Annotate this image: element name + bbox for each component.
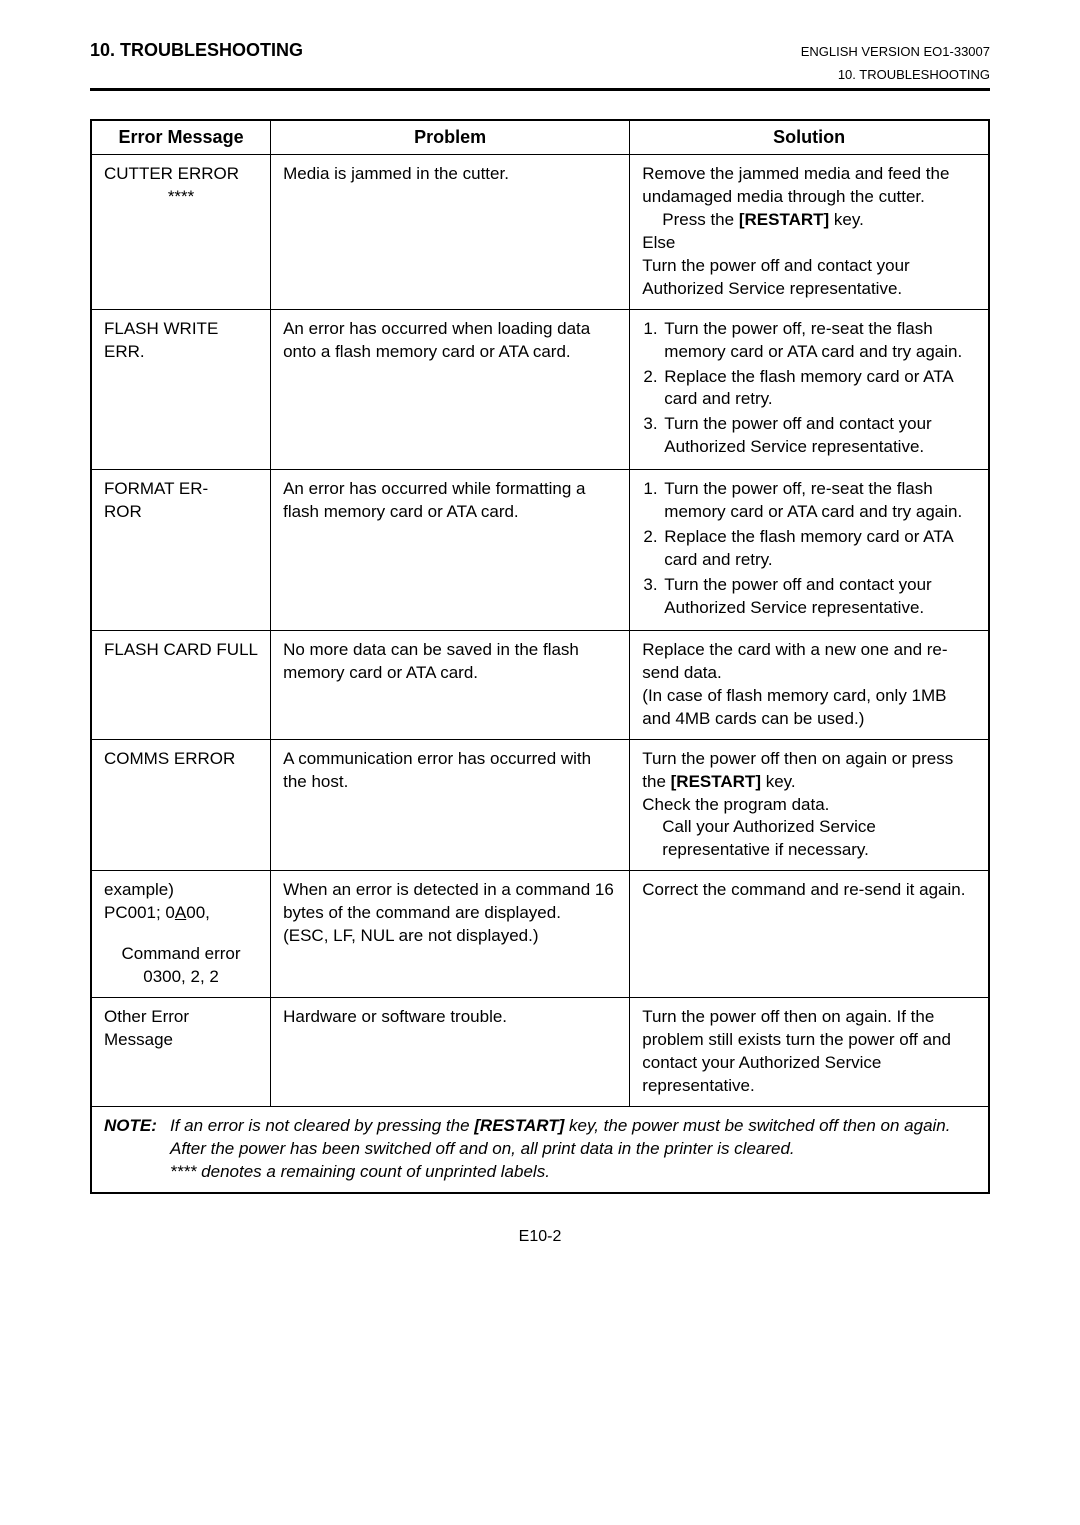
cell-error: example) PC001; 0A00, Command error 0300… [91, 871, 271, 998]
header-left: 10. TROUBLESHOOTING [90, 40, 303, 61]
subheader-right: 10. TROUBLESHOOTING [90, 67, 990, 82]
list-item: Turn the power off and contact your Auth… [662, 413, 976, 459]
th-error: Error Message [91, 120, 271, 155]
list-item: Turn the power off and contact your Auth… [662, 574, 976, 620]
cell-problem: An error has occurred when loading data … [271, 309, 630, 470]
table-row: FLASH CARD FULL No more data can be save… [91, 630, 989, 739]
cell-solution: Correct the command and re-send it again… [630, 871, 989, 998]
list-item: Replace the flash memory card or ATA car… [662, 366, 976, 412]
table-row: COMMS ERROR A communication error has oc… [91, 739, 989, 871]
cell-problem: When an error is detected in a command 1… [271, 871, 630, 998]
cell-error: COMMS ERROR [91, 739, 271, 871]
note-row: NOTE: If an error is not cleared by pres… [91, 1106, 989, 1192]
note-label: NOTE: [104, 1116, 157, 1135]
solution-list: Turn the power off, re-seat the flash me… [642, 478, 976, 620]
sol-line: Replace the card with a new one and re-s… [642, 640, 947, 682]
sol-line: Call your Authorized Service representat… [642, 816, 976, 862]
cell-solution: Replace the card with a new one and re-s… [630, 630, 989, 739]
page-number: E10-2 [90, 1228, 990, 1246]
sol-line: Remove the jammed media and feed the und… [642, 164, 949, 206]
list-item: Turn the power off, re-seat the flash me… [662, 318, 976, 364]
cell-error: Other Error Message [91, 998, 271, 1107]
table-row: CUTTER ERROR **** Media is jammed in the… [91, 155, 989, 310]
header-divider [90, 88, 990, 91]
cell-problem: No more data can be saved in the flash m… [271, 630, 630, 739]
list-item: Turn the power off, re-seat the flash me… [662, 478, 976, 524]
sol-line: Press the [RESTART] key. [642, 209, 976, 232]
cell-error: CUTTER ERROR **** [91, 155, 271, 310]
error-stars: **** [104, 186, 258, 209]
th-problem: Problem [271, 120, 630, 155]
note-text: If an error is not cleared by pressing t… [170, 1116, 950, 1135]
cell-error: FORMAT ER- ROR [91, 470, 271, 631]
sol-line: Turn the power off then on again or pres… [642, 749, 953, 791]
table-header-row: Error Message Problem Solution [91, 120, 989, 155]
cell-problem: An error has occurred while formatting a… [271, 470, 630, 631]
header-right: ENGLISH VERSION EO1-33007 [801, 44, 990, 59]
cell-error: FLASH WRITE ERR. [91, 309, 271, 470]
note-cell: NOTE: If an error is not cleared by pres… [91, 1106, 989, 1192]
table-row: FLASH WRITE ERR. An error has occurred w… [91, 309, 989, 470]
page-container: 10. TROUBLESHOOTING ENGLISH VERSION EO1-… [0, 0, 1080, 1296]
error-text: CUTTER ERROR [104, 164, 239, 183]
troubleshooting-table: Error Message Problem Solution CUTTER ER… [90, 119, 990, 1194]
cell-problem: A communication error has occurred with … [271, 739, 630, 871]
table-row: Other Error Message Hardware or software… [91, 998, 989, 1107]
note-text: **** denotes a remaining count of unprin… [170, 1162, 550, 1181]
cell-problem: Hardware or software trouble. [271, 998, 630, 1107]
cell-solution: Remove the jammed media and feed the und… [630, 155, 989, 310]
list-item: Replace the flash memory card or ATA car… [662, 526, 976, 572]
cell-solution: Turn the power off, re-seat the flash me… [630, 309, 989, 470]
note-text: After the power has been switched off an… [170, 1139, 795, 1158]
cell-error: FLASH CARD FULL [91, 630, 271, 739]
solution-list: Turn the power off, re-seat the flash me… [642, 318, 976, 460]
cell-solution: Turn the power off, re-seat the flash me… [630, 470, 989, 631]
sol-line: (In case of flash memory card, only 1MB … [642, 686, 946, 728]
sol-line: Check the program data. [642, 795, 829, 814]
table-row: example) PC001; 0A00, Command error 0300… [91, 871, 989, 998]
cell-solution: Turn the power off then on again or pres… [630, 739, 989, 871]
th-solution: Solution [630, 120, 989, 155]
cell-problem: Media is jammed in the cutter. [271, 155, 630, 310]
cell-solution: Turn the power off then on again. If the… [630, 998, 989, 1107]
table-row: FORMAT ER- ROR An error has occurred whi… [91, 470, 989, 631]
header-row: 10. TROUBLESHOOTING ENGLISH VERSION EO1-… [90, 40, 990, 61]
sol-line: Turn the power off and contact your Auth… [642, 256, 909, 298]
sol-line: Else [642, 233, 675, 252]
